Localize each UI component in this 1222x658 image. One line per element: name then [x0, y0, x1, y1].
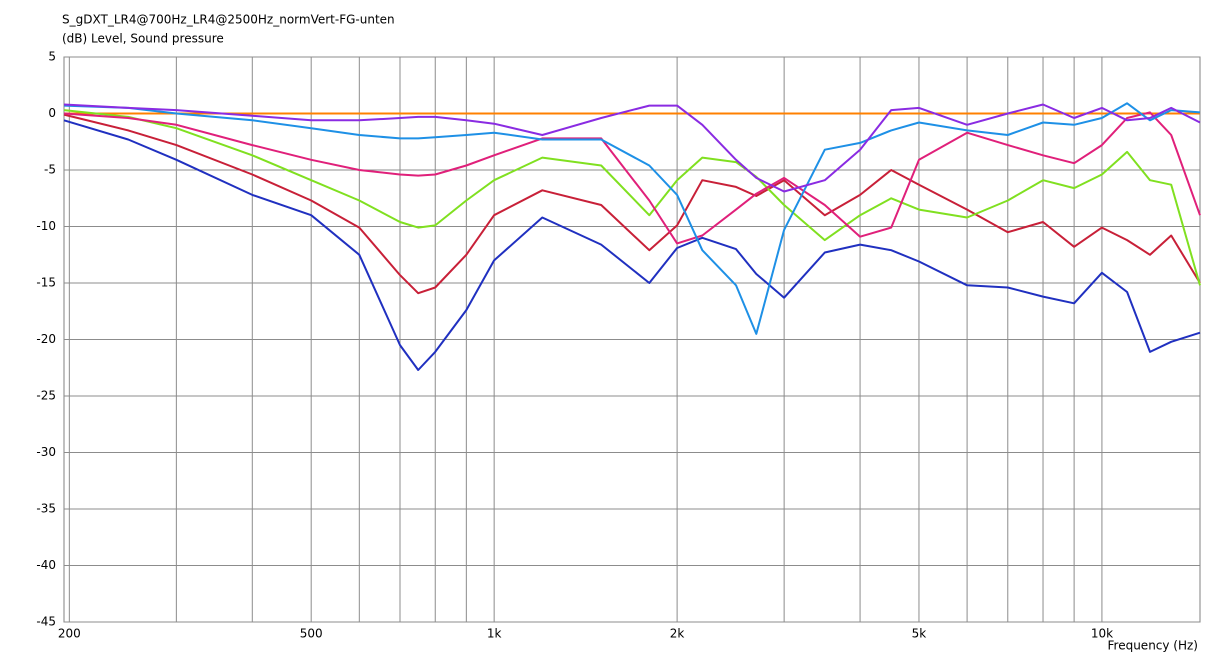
x-tick-label: 200: [58, 627, 81, 641]
series-line: [63, 119, 1201, 371]
y-tick-label: -10: [36, 219, 56, 233]
series-line: [63, 109, 1201, 286]
y-tick-label: -15: [36, 276, 56, 290]
grid: [64, 56, 1200, 623]
y-tick-label: -25: [36, 389, 56, 403]
y-tick-label: 0: [48, 106, 56, 120]
y-axis-label: (dB) Level, Sound pressure: [62, 32, 224, 46]
x-tick-label: 2k: [670, 627, 685, 641]
y-tick-label: -5: [44, 163, 56, 177]
lines: [63, 102, 1201, 371]
y-tick-label: -40: [36, 558, 56, 572]
x-tick-label: 10k: [1091, 627, 1113, 641]
x-tick-label: 500: [300, 627, 323, 641]
x-axis-label: Frequency (Hz): [1108, 639, 1199, 653]
chart-title: S_gDXT_LR4@700Hz_LR4@2500Hz_normVert-FG-…: [62, 13, 395, 27]
y-tick-label: 5: [48, 50, 56, 64]
y-tick-label: -30: [36, 445, 56, 459]
x-tick-label: 1k: [487, 627, 502, 641]
y-tick-label: -20: [36, 332, 56, 346]
series-line: [63, 113, 1201, 295]
series-line: [63, 111, 1201, 245]
y-tick-label: -45: [36, 615, 56, 629]
x-tick-label: 5k: [912, 627, 927, 641]
series-line: [63, 102, 1201, 335]
series-line: [63, 103, 1201, 193]
y-tick-label: -35: [36, 502, 56, 516]
